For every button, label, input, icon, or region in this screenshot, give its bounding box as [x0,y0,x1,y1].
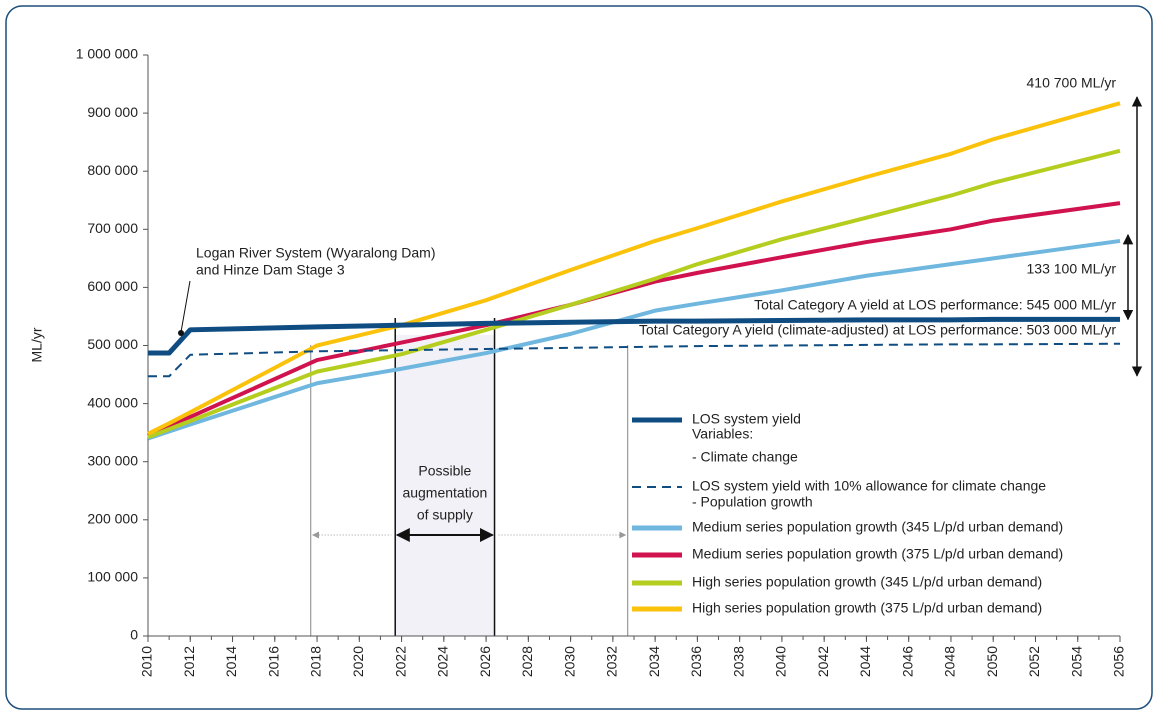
augmentation-label: augmentation [402,485,487,501]
annotation: Total Category A yield (climate-adjusted… [639,322,1116,338]
x-tick-label: 2052 [1026,646,1042,677]
augmentation-label: of supply [417,507,473,523]
annotation: Total Category A yield at LOS performanc… [754,297,1116,313]
pointer-dot [178,330,184,336]
x-tick-label: 2056 [1111,646,1127,677]
y-axis-label: ML/yr [29,327,45,362]
y-tick-label: 200 000 [87,511,138,527]
series-line [147,101,1121,436]
y-tick-label: 100 000 [87,569,138,585]
y-tick-label: 800 000 [87,162,138,178]
x-tick-label: 2024 [435,646,451,677]
legend-note: Variables: [692,426,753,442]
legend-label: Medium series population growth (345 L/p… [692,519,1063,535]
y-tick-label: 400 000 [87,394,138,410]
x-tick-label: 2046 [899,646,915,677]
x-tick-label: 2028 [519,646,535,677]
x-tick-label: 2034 [646,646,662,677]
series-line [148,342,1121,378]
y-tick-label: 0 [130,627,138,643]
legend-note: - Population growth [692,494,813,510]
legend-label: LOS system yield [692,411,801,427]
annotation: and Hinze Dam Stage 3 [196,262,345,278]
annotation: Logan River System (Wyaralong Dam) [196,245,436,261]
legend-label: High series population growth (345 L/p/d… [692,574,1042,590]
y-tick-label: 500 000 [87,336,138,352]
series-line [147,148,1121,440]
x-tick-label: 2022 [392,646,408,677]
augmentation-band [395,335,495,636]
x-tick-label: 2010 [139,646,155,677]
x-tick-label: 2020 [350,646,366,677]
x-tick-label: 2048 [942,646,958,677]
augmentation-label: Possible [418,463,471,479]
card [5,5,1153,710]
annotation: 133 100 ML/yr [1027,261,1117,277]
legend-note: - Climate change [692,449,798,465]
x-tick-label: 2014 [223,646,239,677]
x-tick-label: 2026 [477,646,493,677]
x-tick-label: 2044 [857,646,873,677]
legend-label: Medium series population growth (375 L/p… [692,546,1063,562]
legend-label: High series population growth (375 L/p/d… [692,600,1042,616]
x-tick-label: 2032 [604,646,620,677]
x-tick-label: 2050 [984,646,1000,677]
legend-label: LOS system yield with 10% allowance for … [692,478,1046,494]
x-tick-label: 2012 [181,646,197,677]
x-tick-label: 2042 [815,646,831,677]
y-tick-label: 600 000 [87,278,138,294]
y-tick-label: 1 000 000 [76,46,138,62]
x-tick-label: 2036 [688,646,704,677]
x-tick-label: 2016 [265,646,281,677]
x-tick-label: 2040 [773,646,789,677]
x-tick-label: 2018 [308,646,324,677]
y-tick-label: 700 000 [87,220,138,236]
series-line [148,316,1120,356]
y-tick-label: 300 000 [87,452,138,468]
y-tick-label: 900 000 [87,104,138,120]
annotation: 410 700 ML/yr [1027,75,1117,91]
pointer [180,280,191,333]
x-tick-label: 2030 [561,646,577,677]
background-layer [395,335,495,636]
x-tick-label: 2054 [1068,646,1084,677]
x-tick-label: 2038 [730,646,746,677]
